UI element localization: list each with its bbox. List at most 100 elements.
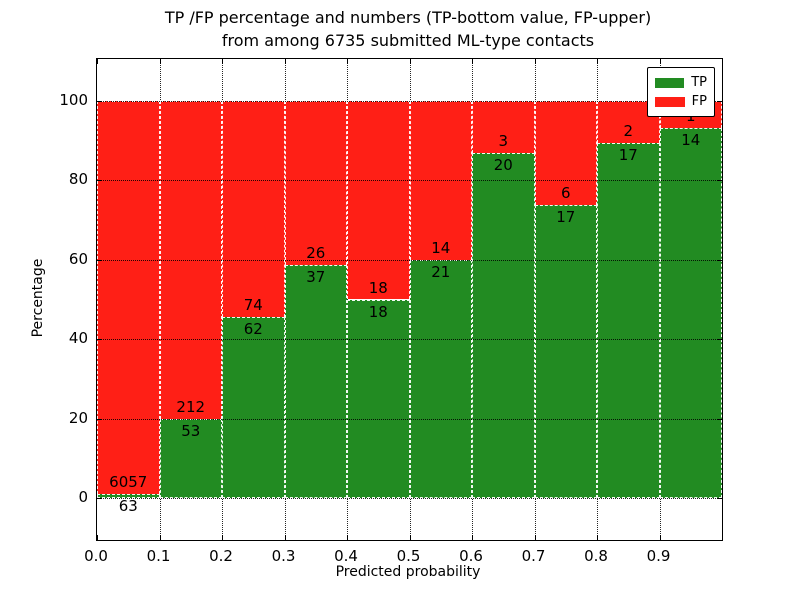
- x-tick-label: 0.6: [459, 547, 483, 565]
- fp-legend-label: FP: [691, 94, 707, 109]
- x-tick-mark: [472, 535, 473, 540]
- tp-count-label: 37: [306, 267, 326, 286]
- x-tick-label: 0.7: [521, 547, 546, 565]
- y-gridline: [97, 339, 722, 341]
- x-tick-label: 0.0: [84, 547, 108, 565]
- fp-count-label: 2: [623, 121, 634, 140]
- tp-bar-segment: [222, 317, 285, 498]
- fp-count-label: 26: [306, 243, 326, 262]
- tp-bar-segment: [159, 418, 222, 498]
- tp-legend-label: TP: [691, 75, 707, 90]
- y-gridline: [97, 418, 722, 420]
- y-tick-mark: [717, 259, 722, 261]
- x-tick-label: 0.2: [209, 547, 233, 565]
- y-tick-label: 0: [78, 487, 88, 506]
- tp-bar-segment: [472, 152, 535, 498]
- y-tick-mark: [97, 101, 102, 103]
- y-tick-label: 80: [68, 170, 88, 189]
- chart-title-line1: TP /FP percentage and numbers (TP-bottom…: [164, 8, 652, 27]
- fp-count-label: 212: [176, 397, 206, 416]
- x-tick-mark: [472, 59, 473, 64]
- fp-bar-segment: [284, 101, 347, 265]
- x-tick-mark: [597, 59, 598, 64]
- tp-bar-segment: [347, 299, 410, 498]
- fp-bar-segment: [222, 101, 285, 317]
- fp-count-label: 6057: [109, 472, 148, 491]
- y-gridline: [97, 497, 722, 499]
- y-tick-label: 60: [68, 249, 88, 268]
- x-tick-label: 0.1: [146, 547, 171, 565]
- fp-bar-segment: [409, 101, 472, 260]
- chart-title-line2: from among 6735 submitted ML-type contac…: [221, 31, 595, 50]
- tp-count-label: 14: [681, 130, 701, 149]
- x-tick-mark: [284, 535, 286, 540]
- fp-count-label: 6: [560, 183, 571, 202]
- tp-bar-segment: [659, 127, 722, 498]
- x-axis-label: Predicted probability: [335, 564, 481, 580]
- x-tick-mark: [222, 59, 223, 64]
- y-axis-label: Percentage: [30, 258, 46, 338]
- x-tick-label: 0.4: [334, 547, 358, 565]
- tp-bar-segment: [409, 259, 472, 498]
- x-tick-mark: [97, 59, 98, 64]
- tp-bar-segment: [284, 264, 347, 498]
- y-gridline: [97, 259, 722, 261]
- tp-bar-segment: [97, 493, 160, 498]
- x-tick-mark: [347, 59, 348, 64]
- x-tick-mark: [534, 535, 536, 540]
- tp-count-label: 53: [181, 421, 201, 440]
- x-tick-mark: [659, 59, 661, 64]
- x-tick-mark: [409, 59, 411, 64]
- y-gridline: [97, 180, 722, 182]
- x-tick-mark: [409, 535, 411, 540]
- tp-bar-segment: [534, 204, 597, 498]
- fp-bar-segment: [97, 101, 160, 494]
- x-tick-label: 0.3: [271, 547, 296, 565]
- fp-legend-swatch: [655, 96, 685, 107]
- y-tick-mark: [717, 418, 722, 420]
- legend-entry-fp: FP: [655, 92, 707, 111]
- x-tick-mark: [659, 535, 661, 540]
- tp-count-label: 17: [618, 145, 638, 164]
- x-tick-label: 0.5: [396, 547, 421, 565]
- tp-bar-segment: [597, 142, 660, 498]
- y-tick-mark: [717, 180, 722, 182]
- fp-count-label: 14: [431, 238, 451, 257]
- x-tick-mark: [347, 535, 348, 540]
- tp-count-label: 63: [118, 496, 138, 515]
- x-tick-mark: [222, 535, 223, 540]
- fp-count-label: 74: [243, 296, 263, 314]
- x-tick-mark: [159, 535, 161, 540]
- chart-title: TP /FP percentage and numbers (TP-bottom…: [165, 6, 651, 52]
- tp-count-label: 17: [556, 207, 576, 226]
- y-tick-mark: [97, 339, 102, 341]
- x-tick-mark: [97, 535, 98, 540]
- tp-legend-swatch: [655, 77, 685, 88]
- y-tick-label: 20: [68, 408, 88, 427]
- tp-count-label: 18: [368, 302, 388, 321]
- fp-bar-segment: [534, 101, 597, 205]
- x-tick-mark: [159, 59, 161, 64]
- plot-area: 605763212537462263718181421320617217114: [96, 58, 723, 541]
- legend-entry-tp: TP: [655, 73, 707, 92]
- x-tick-mark: [534, 59, 536, 64]
- tp-count-label: 21: [431, 262, 451, 281]
- y-tick-mark: [97, 259, 102, 261]
- tp-count-label: 62: [243, 320, 263, 338]
- y-tick-label: 40: [68, 329, 88, 348]
- legend: TP FP: [647, 67, 715, 117]
- y-tick-label: 100: [59, 91, 88, 110]
- y-tick-mark: [97, 418, 102, 420]
- fp-bar-segment: [159, 101, 222, 419]
- y-tick-mark: [717, 101, 722, 103]
- y-gridline: [97, 101, 722, 103]
- y-tick-mark: [97, 180, 102, 182]
- tp-count-label: 20: [493, 155, 513, 174]
- x-tick-mark: [597, 535, 598, 540]
- y-tick-mark: [97, 497, 102, 499]
- fp-count-label: 18: [368, 278, 388, 297]
- fp-bar-segment: [347, 101, 410, 300]
- x-tick-label: 0.8: [584, 547, 608, 565]
- y-tick-mark: [717, 497, 722, 499]
